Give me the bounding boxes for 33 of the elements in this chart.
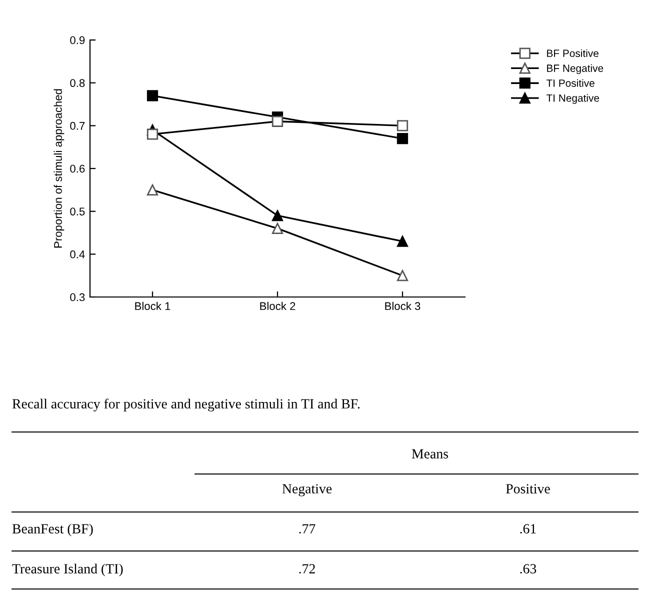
- legend-label: BF Negative: [547, 64, 604, 74]
- point: [396, 270, 408, 282]
- text: Treasure Island (TI): [12, 564, 123, 576]
- y-tick-label: 0.9: [70, 36, 85, 44]
- x-tick-label: Block 2: [260, 302, 296, 310]
- text: BeanFest (BF): [12, 524, 93, 536]
- y-tick-label: 0.5: [70, 208, 85, 216]
- text: Means: [412, 449, 448, 458]
- legend-label: BF Positive: [547, 49, 598, 58]
- y-tick-label: 0.7: [70, 122, 85, 130]
- text: .63: [520, 564, 536, 574]
- text: Positive: [506, 484, 550, 494]
- point: [146, 90, 158, 102]
- text: .72: [299, 564, 315, 574]
- y-tick-label: 0.6: [70, 164, 85, 173]
- y-axis-title: Proportion of stimuli approached: [54, 89, 64, 248]
- y-tick-label: 0.4: [70, 250, 85, 258]
- x-tick-label: Block 3: [385, 302, 420, 310]
- point: [396, 236, 408, 247]
- y-tick-label: 0.3: [70, 293, 85, 302]
- legend-label: TI Positive: [546, 79, 594, 87]
- text: Negative: [282, 484, 332, 496]
- point: [396, 132, 408, 144]
- point: [146, 128, 158, 140]
- y-tick-label: 0.8: [70, 79, 85, 87]
- text: .61: [520, 524, 536, 534]
- point: [272, 116, 284, 127]
- point: [272, 210, 284, 222]
- text: Recall accuracy for positive and negative stimuli in TI and BF.: [12, 398, 360, 412]
- legend-label: TI Negative: [546, 94, 600, 104]
- x-tick-label: Block 1: [135, 302, 170, 310]
- text: .77: [299, 524, 316, 534]
- point: [396, 120, 408, 132]
